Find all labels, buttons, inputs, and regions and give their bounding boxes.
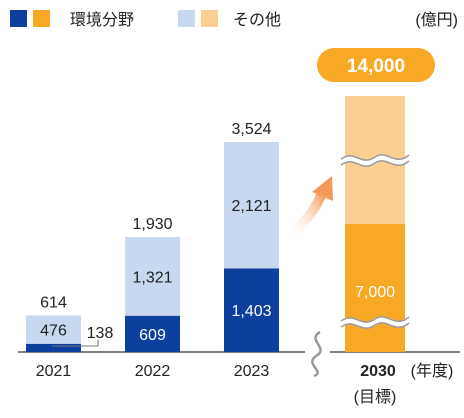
env-label-2030: 7,000 [355,284,395,301]
total-label-2021: 614 [40,294,67,311]
bar-env-2022 [125,315,180,352]
bar-break-mark [338,316,412,329]
x-suffix-label: (年度) [411,362,454,380]
legend-label-other: その他 [233,11,281,29]
legend: 環境分野 その他 [10,10,281,29]
x-label-2022: 2022 [135,363,171,380]
bar-other-2021 [26,315,81,344]
legend-swatch-env-actual [10,10,27,27]
target-note-label: (目標) [354,388,397,406]
bar-env-2023 [224,268,279,352]
target-total-label: 14,000 [347,56,405,77]
legend-swatch-env-target [33,10,50,27]
x-label-2021: 2021 [36,363,72,380]
legend-swatch-other-target [201,10,218,27]
env-label-2022: 609 [139,327,166,344]
total-label-2022: 1,930 [132,216,172,233]
labels: 614 476 138 1,930 1,321 609 3,524 2,121 1,403 7,0… [36,121,454,406]
growth-arrow-icon [285,176,333,241]
bar-other-2022 [125,236,180,316]
axis-break-icon [311,330,322,378]
bar-break-mark [340,316,410,323]
env-label-2021: 138 [87,325,114,342]
bar-break-mark [340,322,410,329]
x-label-2023: 2023 [234,363,270,380]
leader-line-138 [52,340,99,347]
bar-other-2023 [224,142,279,269]
env-label-2023: 1,403 [231,303,271,320]
bar-break-mark [338,154,412,167]
total-label-2023: 3,524 [231,121,271,138]
bars [26,96,405,352]
legend-label-env: 環境分野 [70,10,134,29]
legend-swatch-other-actual [178,10,195,27]
x-label-2030: 2030 [360,363,396,380]
bar-breaks [338,154,412,329]
target-total-badge: 14,000 [317,48,435,82]
bar-break-mark [340,154,410,161]
bar-env-2030 [345,224,405,352]
other-label-2022: 1,321 [132,269,172,286]
unit-label: (億円) [415,11,458,29]
bar-break-mark [340,160,410,167]
bar-env-2021 [26,343,81,352]
other-label-2023: 2,121 [231,198,271,215]
other-label-2021: 476 [40,323,67,340]
